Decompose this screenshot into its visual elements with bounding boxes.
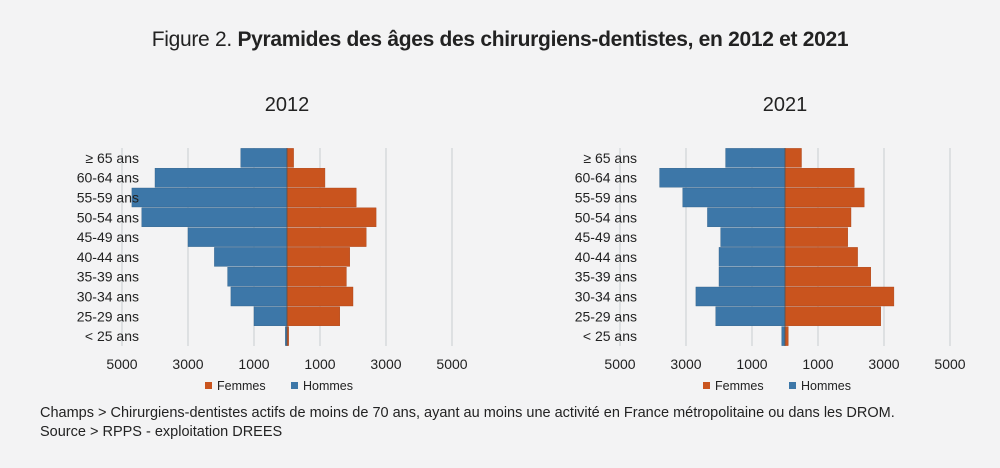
pyramid-chart-2012: 2012 ≥ 65 ans 60-64 ans 55-59 ans 50-54 ans 4… — [77, 94, 468, 393]
x-tick-label: 1000 — [238, 356, 269, 372]
bar-hommes — [131, 187, 288, 208]
bar-femmes — [784, 187, 865, 208]
x-tick-label: 5000 — [934, 356, 965, 372]
legend-swatch-hommes — [291, 382, 298, 389]
bar-hommes — [715, 306, 786, 327]
x-tick-label: 5000 — [106, 356, 137, 372]
x-tick-label: 3000 — [370, 356, 401, 372]
category-label: < 25 ans — [583, 328, 637, 344]
bar-femmes — [784, 227, 848, 247]
category-label: 30-34 ans — [575, 289, 637, 305]
x-tick-label: 5000 — [604, 356, 635, 372]
category-label: 40-44 ans — [77, 249, 139, 265]
bar-hommes — [718, 266, 786, 287]
bar-femmes — [784, 207, 852, 228]
legend-swatch-hommes — [789, 382, 796, 389]
bar-hommes — [659, 167, 786, 188]
category-label: 50-54 ans — [575, 209, 637, 225]
notes-champs: Champs > Chirurgiens-dentistes actifs de… — [40, 405, 895, 421]
legend-label-femmes: Femmes — [217, 379, 266, 393]
category-label: 60-64 ans — [575, 170, 637, 186]
bar-hommes — [781, 326, 786, 346]
bar-femmes — [286, 148, 294, 168]
bar-hommes — [695, 286, 786, 307]
legend-swatch-femmes — [703, 382, 710, 389]
bar-hommes — [214, 247, 288, 267]
category-label: 40-44 ans — [575, 249, 637, 265]
bar-hommes — [154, 167, 288, 188]
bar-femmes — [784, 286, 895, 307]
x-tick-label: 3000 — [670, 356, 701, 372]
bar-hommes — [240, 148, 288, 168]
x-tick-label: 5000 — [436, 356, 467, 372]
bar-hommes — [725, 148, 786, 168]
x-tick-label: 3000 — [172, 356, 203, 372]
bar-femmes — [784, 167, 855, 188]
bar-femmes — [286, 227, 367, 247]
bar-femmes — [784, 326, 789, 346]
legend-label-femmes: Femmes — [715, 379, 764, 393]
category-label: 35-39 ans — [575, 269, 637, 285]
bar-hommes — [253, 306, 288, 327]
figure-notes: Champs > Chirurgiens-dentistes actifs de… — [40, 404, 895, 442]
category-label: 45-49 ans — [77, 229, 139, 245]
bar-hommes — [187, 227, 288, 247]
bar-femmes — [286, 266, 347, 287]
bar-femmes — [286, 207, 377, 228]
bar-femmes — [784, 266, 872, 287]
category-label: 35-39 ans — [77, 269, 139, 285]
notes-source: Source > RPPS - exploitation DREES — [40, 424, 283, 440]
bar-hommes — [682, 187, 786, 208]
category-label: 60-64 ans — [77, 170, 139, 186]
x-tick-label: 1000 — [304, 356, 335, 372]
category-label: 45-49 ans — [575, 229, 637, 245]
bar-femmes — [286, 167, 326, 188]
bar-femmes — [784, 306, 881, 327]
category-label: 55-59 ans — [575, 190, 637, 206]
bar-hommes — [707, 207, 786, 228]
category-label: 30-34 ans — [77, 289, 139, 305]
bar-hommes — [230, 286, 288, 307]
category-label: ≥ 65 ans — [583, 150, 637, 166]
category-label: 25-29 ans — [77, 308, 139, 324]
bar-femmes — [784, 247, 858, 267]
x-tick-label: 1000 — [736, 356, 767, 372]
bar-femmes — [286, 306, 340, 327]
bar-femmes — [286, 247, 350, 267]
category-label: < 25 ans — [85, 328, 139, 344]
figure-label: Figure 2. — [151, 28, 232, 51]
bar-femmes — [784, 148, 802, 168]
figure-title: Figure 2. Pyramides des âges des chirurg… — [0, 28, 1000, 52]
pyramid-chart-2021: 2021 ≥ 65 ans 60-64 ans 55-59 ans 50-54 ans 4… — [575, 94, 966, 393]
category-label: ≥ 65 ans — [85, 150, 139, 166]
figure-title-text: Pyramides des âges des chirurgiens-denti… — [237, 28, 849, 51]
legend-label-hommes: Hommes — [303, 379, 353, 393]
bar-hommes — [720, 227, 786, 247]
x-tick-label: 3000 — [868, 356, 899, 372]
bar-femmes — [286, 187, 357, 208]
bar-hommes — [718, 247, 786, 267]
chart-title: 2012 — [265, 94, 310, 116]
category-label: 55-59 ans — [77, 190, 139, 206]
chart-title: 2021 — [763, 94, 808, 116]
bar-hommes — [227, 266, 288, 287]
legend-label-hommes: Hommes — [801, 379, 851, 393]
category-label: 25-29 ans — [575, 308, 637, 324]
category-label: 50-54 ans — [77, 209, 139, 225]
bar-hommes — [141, 207, 288, 228]
bar-femmes — [286, 286, 354, 307]
legend-swatch-femmes — [205, 382, 212, 389]
x-tick-label: 1000 — [802, 356, 833, 372]
